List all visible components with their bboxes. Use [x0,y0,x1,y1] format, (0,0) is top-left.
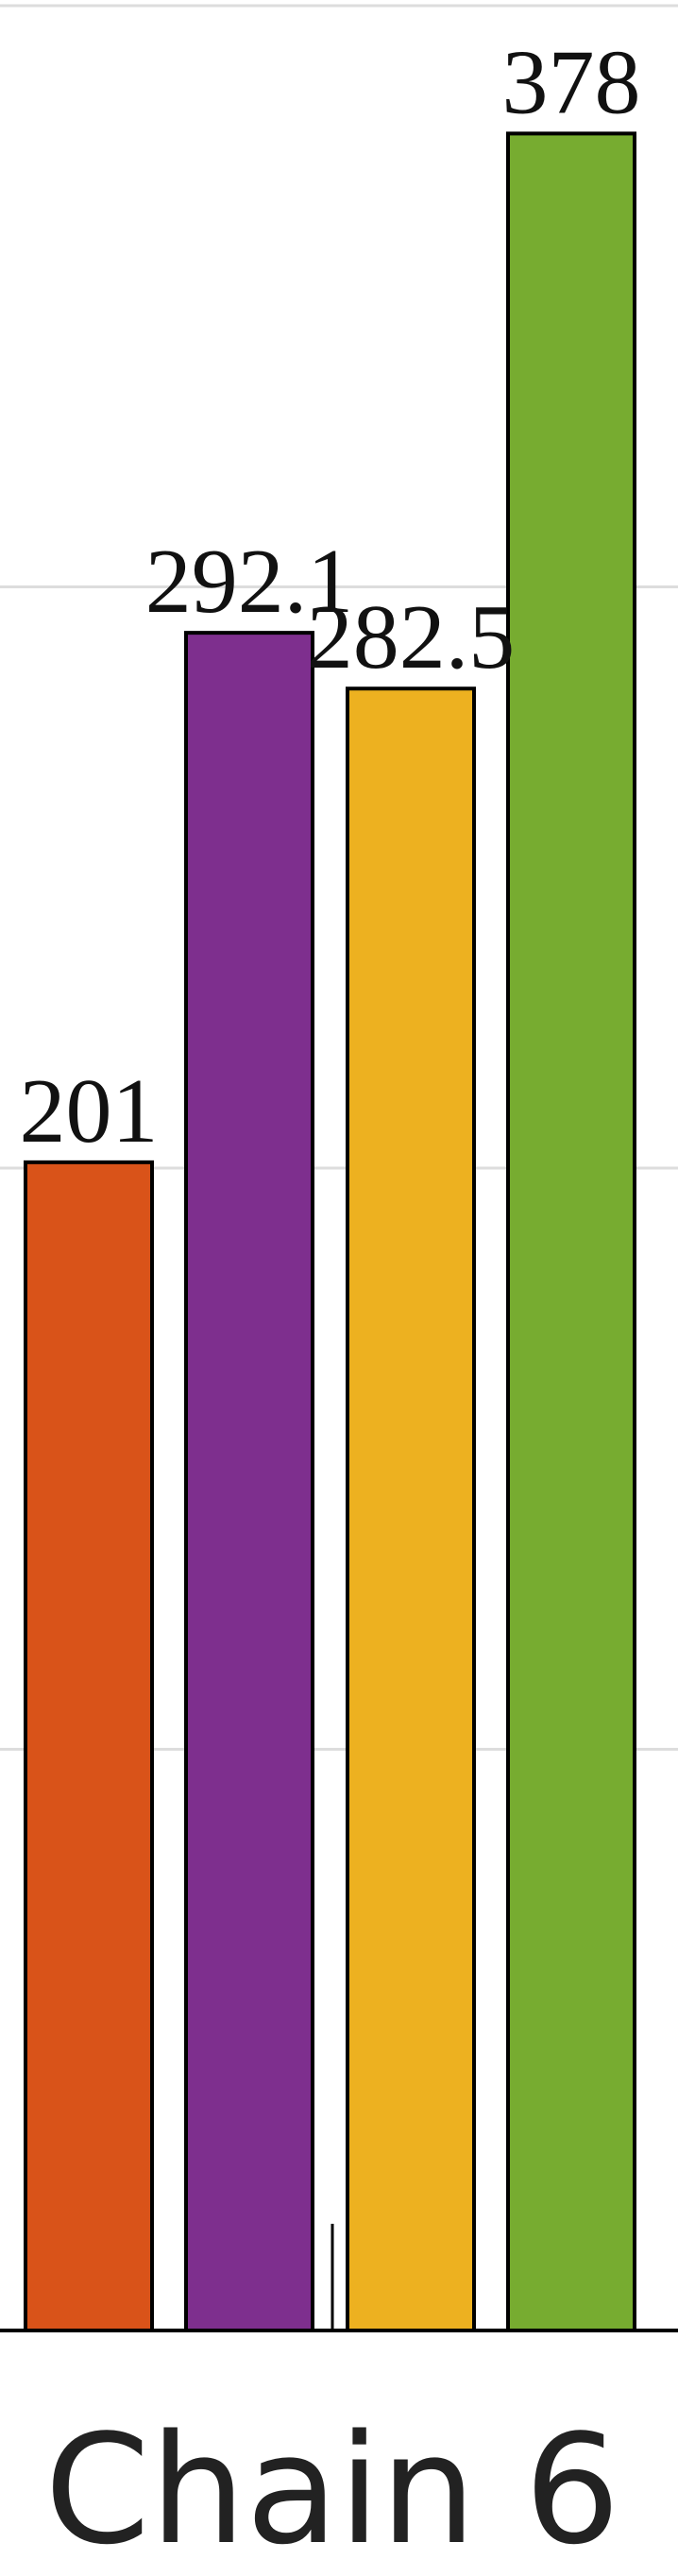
bar-4 [506,131,636,2333]
bar-1 [24,1160,154,2332]
data-label-bar-2: 292.1 [145,531,354,633]
bar-2 [184,631,314,2332]
x-tick-label: Chain 6 [44,2401,620,2576]
data-label-bar-4: 378 [502,31,641,133]
bar-3 [346,686,476,2332]
data-label-bar-3: 282.5 [307,586,516,688]
data-label-bar-1: 201 [20,1060,159,1162]
axis-layer: Chain 6 [0,2224,678,2576]
bar-layer [24,131,636,2333]
